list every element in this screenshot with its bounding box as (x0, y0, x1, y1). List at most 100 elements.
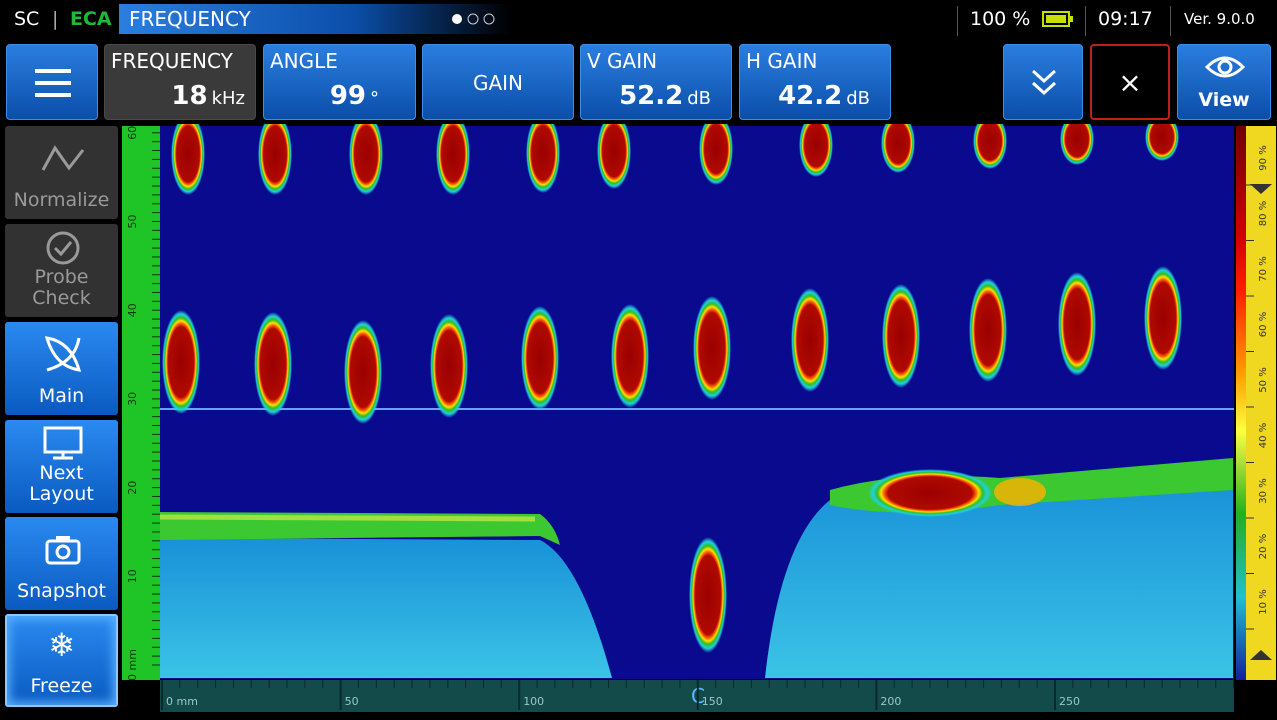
value: 99 ° (330, 81, 379, 111)
h-gain-button[interactable]: H GAIN 42.2 dB (739, 44, 891, 120)
left-ruler (122, 126, 160, 680)
indication (1145, 124, 1179, 161)
separator: | (52, 8, 59, 30)
main-button[interactable]: Main (5, 322, 118, 415)
color-scale-label: 20 % (1258, 534, 1269, 559)
signal-band (159, 514, 536, 522)
frequency-button[interactable]: FREQUENCY 18 kHz (104, 44, 256, 120)
color-scale-label: 40 % (1258, 423, 1269, 448)
expand-button[interactable] (1003, 44, 1083, 120)
defect-indication (994, 478, 1046, 506)
gain-button[interactable]: GAIN (422, 44, 574, 120)
mode: SC (14, 8, 40, 30)
indication (693, 296, 731, 400)
indication (973, 124, 1007, 169)
signal-floor (160, 538, 612, 678)
number: 52.2 (619, 81, 684, 111)
label: Main (38, 385, 85, 407)
color-scale (1236, 126, 1246, 680)
label: Probe Check (32, 266, 91, 309)
left-axis-label: 50 (126, 215, 139, 229)
unit: dB (687, 88, 711, 109)
color-scale-label: 90 % (1258, 145, 1269, 170)
label: Normalize (13, 189, 110, 211)
number: 18 (171, 81, 208, 111)
unit: dB (846, 88, 870, 109)
indication (597, 124, 631, 189)
indication (1058, 272, 1096, 376)
indication (526, 124, 560, 193)
label: FREQUENCY (111, 49, 233, 73)
indication (436, 124, 470, 195)
label: Snapshot (17, 580, 106, 602)
label: View (1198, 89, 1250, 111)
indication (344, 320, 382, 424)
indication (162, 310, 200, 414)
indication (881, 124, 915, 173)
indication (611, 304, 649, 408)
label: ANGLE (270, 49, 338, 73)
unit: ° (370, 88, 379, 109)
color-scale-label: 70 % (1258, 256, 1269, 281)
label: H GAIN (746, 49, 818, 73)
page-dots (452, 13, 495, 25)
label: Next Layout (29, 462, 94, 505)
unit: kHz (211, 88, 245, 109)
color-scale-labels-bg (1246, 126, 1276, 680)
close-button[interactable]: × (1090, 44, 1170, 120)
bottom-axis-label: 100 (523, 695, 544, 708)
indication (1060, 124, 1094, 165)
signal-floor (765, 480, 1233, 678)
left-axis-label: 10 (126, 569, 139, 583)
technology: ECA (70, 8, 112, 30)
indication (171, 124, 205, 195)
scale-marker (1250, 184, 1272, 194)
indication (969, 278, 1007, 382)
number: 99 (329, 81, 366, 111)
label: V GAIN (587, 49, 658, 73)
bottom-axis-label: 200 (880, 695, 901, 708)
left-axis-label: 0 mm (126, 649, 139, 681)
bottom-axis-label: 0 mm (166, 695, 198, 708)
freeze-icon: ❄ (48, 626, 75, 664)
value: 18 kHz (171, 81, 245, 111)
left-axis-label: 20 (126, 481, 139, 495)
title-bar: FREQUENCY (119, 4, 511, 34)
v-gain-button[interactable]: V GAIN 52.2 dB (580, 44, 732, 120)
value: 42.2 dB (778, 81, 870, 111)
indication (1144, 266, 1182, 370)
defect-indication (868, 469, 992, 517)
indication (791, 288, 829, 392)
left-axis-label: 60 (126, 126, 139, 140)
value: 52.2 dB (619, 81, 711, 111)
indication (430, 314, 468, 418)
time: 09:17 (1098, 8, 1153, 30)
color-scale-label: 10 % (1258, 589, 1269, 614)
snapshot-button[interactable]: Snapshot (5, 517, 118, 610)
indication (799, 124, 833, 177)
battery-level: 100 % (970, 8, 1031, 30)
angle-button[interactable]: ANGLE 99 ° (263, 44, 416, 120)
indication (521, 306, 559, 410)
freeze-button[interactable]: ❄ Freeze (5, 614, 118, 707)
number: 42.2 (778, 81, 843, 111)
menu-button[interactable] (6, 44, 98, 120)
bottom-axis-label: 150 (702, 695, 723, 708)
next-layout-button[interactable]: Next Layout (5, 420, 118, 513)
version: Ver. 9.0.0 (1184, 10, 1255, 28)
color-scale-label: 60 % (1258, 312, 1269, 337)
view-button[interactable]: View (1177, 44, 1271, 120)
indication (349, 124, 383, 195)
color-scale-label: 80 % (1258, 201, 1269, 226)
normalize-button[interactable]: Normalize (5, 126, 118, 219)
probe-check-button[interactable]: Probe Check (5, 224, 118, 317)
color-scale-label: 50 % (1258, 367, 1269, 392)
title: FREQUENCY (129, 7, 251, 31)
label: GAIN (472, 71, 524, 95)
color-scale-label: 30 % (1258, 478, 1269, 503)
indication (689, 537, 727, 653)
left-axis-label: 40 (126, 303, 139, 317)
left-axis-label: 30 (126, 392, 139, 406)
